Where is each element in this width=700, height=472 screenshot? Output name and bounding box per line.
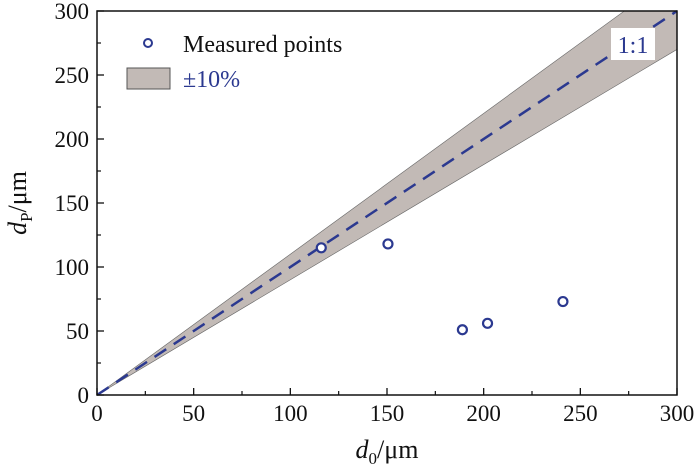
y-tick-label: 100 bbox=[55, 255, 90, 280]
y-tick-label: 300 bbox=[55, 0, 90, 24]
y-tick-label: 250 bbox=[55, 63, 90, 88]
data-point bbox=[315, 242, 327, 254]
one-to-one-label: 1:1 bbox=[611, 28, 655, 60]
one-to-one-line bbox=[96, 9, 678, 397]
y-tick-label: 200 bbox=[55, 127, 90, 152]
x-axis-label: d0/μm bbox=[356, 435, 419, 467]
x-tick-label: 50 bbox=[182, 401, 205, 426]
y-tick-label: 150 bbox=[55, 191, 90, 216]
x-tick-label: 300 bbox=[660, 401, 695, 426]
legend-marker-measured bbox=[143, 38, 153, 48]
legend: Measured points ±10% bbox=[126, 32, 342, 93]
data-point bbox=[481, 317, 494, 329]
data-point bbox=[557, 295, 569, 308]
x-tick-label: 100 bbox=[273, 401, 308, 426]
x-tick-label: 0 bbox=[91, 401, 103, 426]
x-tick-label: 250 bbox=[563, 401, 598, 426]
x-tick-label: 150 bbox=[370, 401, 405, 426]
svg-text:1:1: 1:1 bbox=[618, 33, 649, 59]
legend-label-band: ±10% bbox=[183, 67, 240, 93]
x-tick-label: 200 bbox=[466, 401, 501, 426]
data-point bbox=[456, 324, 468, 336]
legend-label-measured: Measured points bbox=[183, 32, 342, 58]
y-tick-label: 50 bbox=[66, 319, 89, 344]
data-point bbox=[382, 238, 394, 250]
y-axis-label: dP/μm bbox=[3, 171, 36, 235]
legend-swatch-band bbox=[126, 67, 171, 90]
y-tick-label: 0 bbox=[78, 383, 90, 408]
